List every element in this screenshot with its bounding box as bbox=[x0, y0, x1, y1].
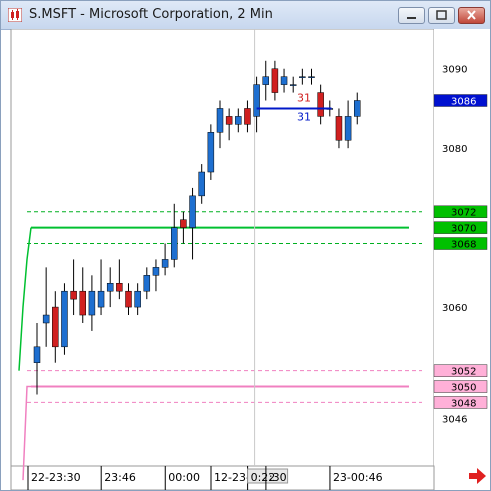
candle-body bbox=[88, 290, 96, 316]
candle-body bbox=[198, 171, 205, 197]
candle-body bbox=[125, 290, 132, 308]
price-tick-label: 3060 bbox=[442, 303, 467, 314]
price-tag-box bbox=[433, 380, 488, 393]
candle-body bbox=[33, 346, 41, 363]
close-icon bbox=[467, 10, 476, 20]
price-tag-label: 3086 bbox=[451, 97, 476, 108]
marker-upper-label: 31 bbox=[297, 91, 311, 104]
candle-body bbox=[271, 68, 279, 93]
close-button[interactable] bbox=[458, 7, 485, 24]
price-tick-label: 3080 bbox=[442, 144, 467, 155]
candle-body bbox=[42, 314, 50, 324]
time-tick-label: 00:00 bbox=[168, 471, 200, 484]
candle-body bbox=[97, 290, 105, 308]
scroll-right-arrow-icon[interactable] bbox=[469, 468, 486, 484]
candle-body bbox=[52, 306, 59, 348]
price-tags: 3086 3072 3070 3068 3052 3050 3048 bbox=[433, 94, 488, 409]
candle-body bbox=[262, 76, 269, 85]
maximize-button[interactable] bbox=[428, 7, 455, 24]
candle-body bbox=[308, 76, 315, 78]
candle-body bbox=[225, 116, 233, 125]
marker-lower-label: 31 bbox=[297, 110, 311, 123]
level-lines bbox=[27, 211, 422, 403]
candle-body bbox=[344, 116, 352, 141]
price-tag-label: 3050 bbox=[451, 383, 476, 394]
candle-body bbox=[299, 76, 306, 78]
price-tag-box bbox=[433, 205, 488, 218]
time-tick-label: 23-00:46 bbox=[333, 471, 383, 484]
candlestick-chart-app-icon bbox=[8, 8, 22, 22]
candle-body bbox=[280, 76, 288, 85]
candle-body bbox=[189, 195, 196, 228]
time-tick-label: 0:22 bbox=[251, 471, 276, 484]
candle-body bbox=[354, 100, 361, 117]
time-tick-label: :30 bbox=[269, 471, 287, 484]
plot-area[interactable] bbox=[10, 29, 435, 467]
price-tag-label: 3072 bbox=[451, 208, 476, 219]
trend-indicator bbox=[18, 227, 32, 481]
price-tag-label: 3070 bbox=[451, 224, 476, 235]
candlestick-series bbox=[33, 60, 361, 395]
candle-body bbox=[235, 116, 242, 125]
time-axis-labels: 22-23:30 23:46 00:00 12-23-090:22:30 23-00:4… bbox=[27, 466, 383, 490]
price-tag-label: 3068 bbox=[451, 240, 476, 251]
bullish-trend-line bbox=[18, 227, 32, 371]
candle-body bbox=[143, 275, 151, 292]
candle-body bbox=[244, 108, 251, 125]
window-title: S.MSFT - Microsoft Corporation, 2 Min bbox=[29, 7, 273, 22]
candle-body bbox=[134, 290, 141, 308]
price-tick-label: 3046 bbox=[442, 414, 467, 425]
candle-body bbox=[335, 116, 343, 141]
price-tag-box bbox=[433, 221, 488, 234]
candle-body bbox=[152, 267, 160, 276]
time-cursor-box bbox=[247, 468, 289, 484]
candle-body bbox=[207, 132, 215, 173]
candle-body bbox=[289, 84, 297, 86]
candle-body bbox=[70, 290, 77, 300]
price-tag-label: 3052 bbox=[451, 367, 476, 378]
time-tick-label: 23:46 bbox=[104, 471, 136, 484]
candle-body bbox=[161, 259, 169, 268]
bearish-trend-line bbox=[22, 385, 31, 481]
candle-body bbox=[61, 290, 68, 348]
maximize-icon bbox=[436, 10, 447, 20]
candle-body bbox=[216, 108, 224, 133]
candle-body bbox=[180, 219, 187, 228]
price-tag-box bbox=[433, 94, 488, 107]
price-tag-box bbox=[433, 396, 488, 409]
title-bar[interactable]: S.MSFT - Microsoft Corporation, 2 Min bbox=[1, 1, 490, 30]
candle-body bbox=[116, 283, 123, 292]
candle-body bbox=[317, 92, 324, 117]
price-tag-label: 3048 bbox=[451, 398, 476, 409]
time-tick-label: 22-23:30 bbox=[31, 471, 81, 484]
candle-body bbox=[253, 84, 260, 117]
price-tick-label: 3090 bbox=[442, 65, 467, 76]
minimize-icon bbox=[407, 17, 416, 19]
candle-body bbox=[106, 283, 114, 292]
time-axis[interactable] bbox=[10, 465, 435, 490]
minimize-button[interactable] bbox=[398, 7, 425, 24]
candle-body bbox=[79, 290, 86, 316]
candle-body bbox=[171, 227, 178, 260]
price-tag-box bbox=[433, 364, 488, 377]
price-tag-box bbox=[433, 237, 488, 250]
price-axis-labels: 3090 3080 3060 3046 bbox=[442, 65, 467, 426]
